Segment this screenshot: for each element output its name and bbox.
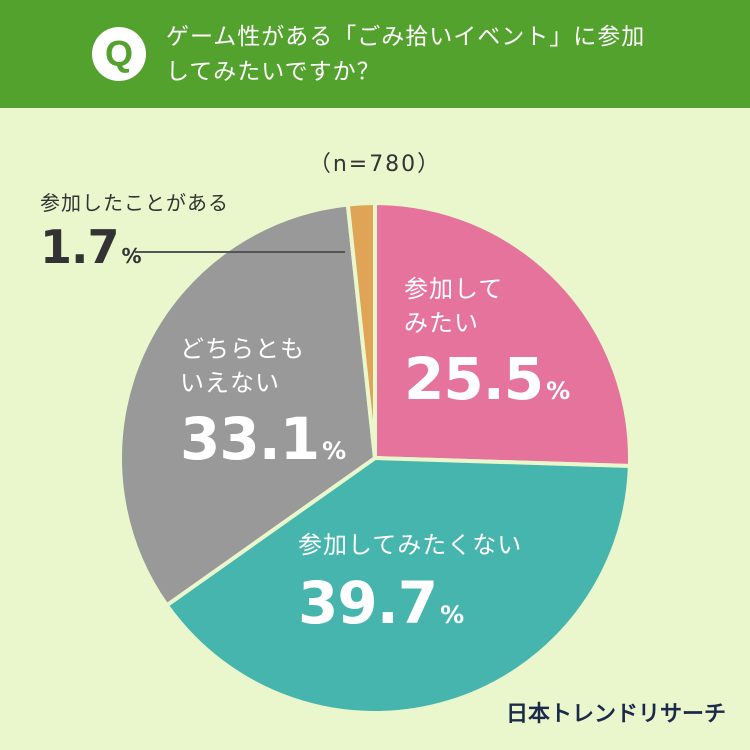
slice-value-neither: 33.1% — [180, 405, 346, 473]
slice-neither — [118, 202, 377, 608]
slice-label-want: 参加して みたい 25.5% — [404, 272, 570, 413]
question-text: ゲーム性がある「ごみ拾いイベント」に参加 してみたいですか？ — [166, 20, 686, 90]
slice-name-participated: 参加したことがある — [40, 191, 229, 215]
slice-label-neither: どちらとも いえない 33.1% — [180, 332, 346, 473]
slice-name-dont-want: 参加してみたくない — [298, 531, 523, 559]
question-line-2: してみたいですか？ — [166, 59, 381, 85]
slice-name-want-line1: 参加して — [404, 275, 504, 303]
slice-name-neither-line2: いえない — [180, 369, 280, 397]
question-line-1: ゲーム性がある「ごみ拾いイベント」に参加 — [166, 24, 646, 50]
sample-size-label: （n=780） — [308, 152, 442, 177]
brand-logo-text: 日本トレンドリサーチ — [505, 702, 726, 727]
slice-want — [373, 201, 632, 469]
slice-dont-want — [164, 456, 632, 715]
slice-value-participated: 1.7% — [40, 220, 142, 274]
slice-participated — [345, 200, 377, 460]
question-header: Q ゲーム性がある「ごみ拾いイベント」に参加 してみたいですか？ — [0, 0, 750, 108]
q-badge: Q — [92, 27, 146, 81]
slice-label-dont-want: 参加してみたくない 39.7% — [298, 528, 522, 632]
slice-value-want: 25.5% — [404, 345, 570, 413]
q-letter: Q — [104, 33, 133, 74]
slice-label-participated: 参加したことがある 1.7% — [40, 188, 229, 270]
slice-name-want-line2: みたい — [404, 309, 479, 337]
slice-value-dont-want: 39.7% — [298, 569, 464, 637]
slice-name-neither-line1: どちらとも — [180, 335, 305, 363]
